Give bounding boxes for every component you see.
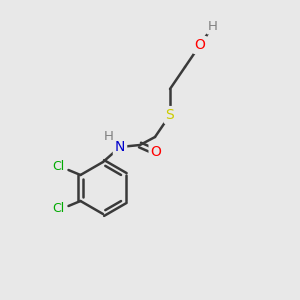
Text: N: N	[115, 140, 125, 154]
Text: S: S	[166, 108, 174, 122]
Text: H: H	[104, 130, 114, 143]
Text: Cl: Cl	[52, 160, 64, 173]
Text: Cl: Cl	[52, 202, 64, 215]
Text: H: H	[208, 20, 218, 32]
Text: O: O	[195, 38, 206, 52]
Text: O: O	[151, 145, 161, 159]
